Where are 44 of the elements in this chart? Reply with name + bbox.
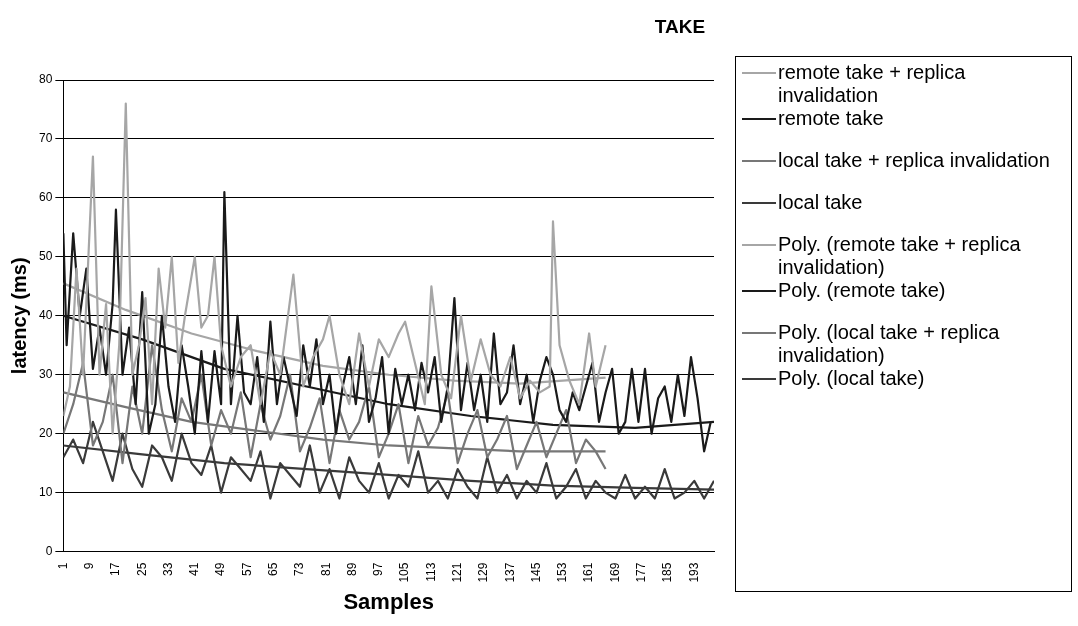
x-tick-label: 41 bbox=[187, 562, 202, 576]
x-tick-label: 1 bbox=[55, 562, 70, 570]
x-tick-label: 185 bbox=[660, 562, 675, 583]
x-tick-label: 49 bbox=[213, 562, 228, 576]
legend-label: local take + replica invalidation bbox=[778, 149, 1051, 172]
y-tick-label: 50 bbox=[38, 249, 53, 264]
y-tick-label: 80 bbox=[38, 72, 53, 87]
x-tick-label: 97 bbox=[371, 562, 386, 576]
legend-label: Poly. (local take) bbox=[778, 367, 926, 390]
x-tick-label: 193 bbox=[686, 562, 701, 583]
x-tick-label: 9 bbox=[81, 562, 96, 570]
y-tick-label: 30 bbox=[38, 367, 53, 382]
x-tick-label: 33 bbox=[160, 562, 175, 576]
legend-label: Poly. (local take + replica invalidation) bbox=[778, 321, 1001, 367]
y-tick-label: 40 bbox=[38, 308, 53, 323]
legend-label: local take bbox=[778, 191, 864, 214]
x-tick-label: 161 bbox=[581, 562, 596, 583]
x-tick-label: 73 bbox=[292, 562, 307, 576]
x-tick-label: 177 bbox=[634, 562, 649, 583]
x-tick-label: 145 bbox=[528, 562, 543, 583]
x-tick-label: 17 bbox=[108, 562, 123, 576]
x-tick-label: 81 bbox=[318, 562, 333, 576]
legend-label: Poly. (remote take + replica invalidation) bbox=[778, 233, 1022, 279]
x-tick-label: 25 bbox=[134, 562, 149, 576]
y-tick-label: 20 bbox=[38, 426, 53, 440]
legend-label: remote take bbox=[778, 107, 885, 130]
x-tick-label: 121 bbox=[449, 562, 464, 583]
x-tick-label: 113 bbox=[423, 562, 438, 582]
x-tick-label: 153 bbox=[555, 562, 570, 583]
x-tick-label: 169 bbox=[607, 562, 622, 583]
y-tick-label: 70 bbox=[38, 131, 53, 146]
x-tick-label: 57 bbox=[239, 562, 254, 576]
y-tick-label: 10 bbox=[38, 484, 53, 499]
x-tick-label: 137 bbox=[502, 562, 517, 583]
y-tick-label: 60 bbox=[38, 190, 53, 205]
x-tick-label: 129 bbox=[476, 562, 491, 583]
x-tick-label: 65 bbox=[265, 562, 280, 576]
y-tick-label: 0 bbox=[45, 543, 53, 558]
x-tick-label: 89 bbox=[344, 562, 359, 576]
chart-title: TAKE bbox=[653, 16, 707, 38]
x-axis-title: Samples bbox=[343, 588, 434, 614]
legend-label: Poly. (remote take) bbox=[778, 279, 947, 302]
x-tick-label: 105 bbox=[397, 562, 412, 583]
y-axis-title: latency (ms) bbox=[7, 257, 30, 375]
